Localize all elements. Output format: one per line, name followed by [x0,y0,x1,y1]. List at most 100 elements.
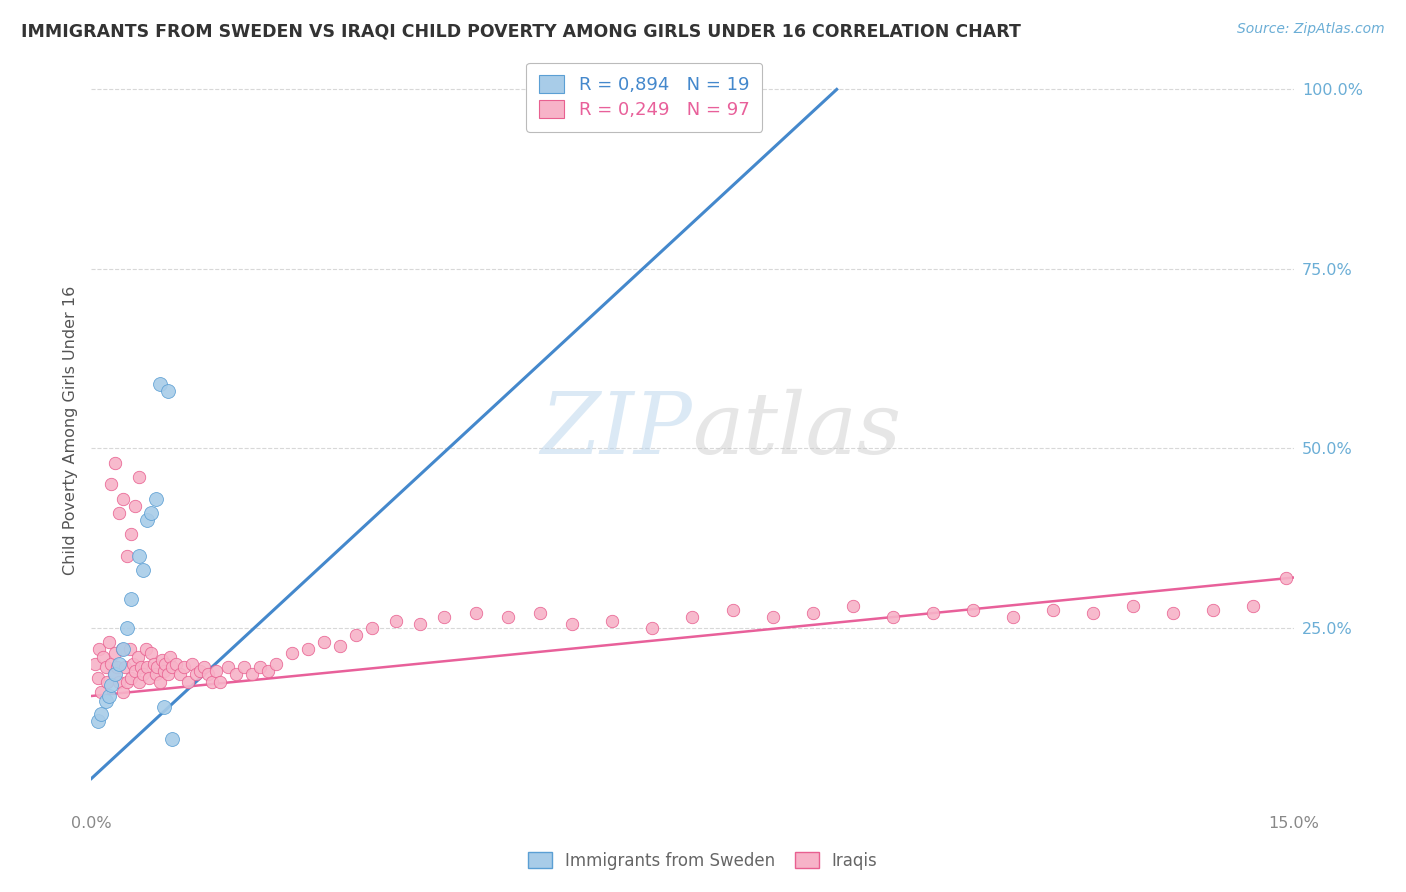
Point [1042,603,1064,617]
Point [89,642,111,657]
Point [160,660,183,674]
Point [433,610,456,624]
Point [108,506,131,520]
Point [281,646,304,660]
Point [312,635,335,649]
Point [124,664,146,678]
Point [385,614,408,628]
Point [121,527,143,541]
Point [129,660,152,674]
Point [145,667,167,681]
Point [641,621,664,635]
Point [264,657,287,671]
Point [160,732,183,747]
Point [150,653,173,667]
Point [128,470,150,484]
Point [114,660,136,674]
Point [152,699,174,714]
Point [762,610,785,624]
Point [841,599,863,614]
Point [103,667,125,681]
Text: ZIP: ZIP [540,389,692,472]
Point [117,621,139,635]
Point [135,642,157,657]
Point [1243,599,1265,614]
Point [681,610,703,624]
Point [249,660,271,674]
Text: atlas: atlas [692,389,901,472]
Point [496,610,519,624]
Point [111,642,134,657]
Point [138,671,160,685]
Point [156,667,179,681]
Legend: Immigrants from Sweden, Iraqis: Immigrants from Sweden, Iraqis [522,846,884,877]
Point [801,607,824,621]
Point [141,506,163,520]
Point [1163,607,1185,621]
Point [108,657,131,671]
Point [180,657,202,671]
Point [962,603,984,617]
Point [142,657,165,671]
Point [122,657,145,671]
Point [204,664,226,678]
Point [84,657,107,671]
Point [176,674,198,689]
Point [529,607,551,621]
Point [87,671,110,685]
Point [922,607,945,621]
Point [124,499,146,513]
Point [112,491,135,506]
Point [602,614,624,628]
Point [127,649,149,664]
Point [136,513,159,527]
Point [173,660,195,674]
Point [256,664,278,678]
Text: Source: ZipAtlas.com: Source: ZipAtlas.com [1237,22,1385,37]
Point [100,477,122,491]
Point [721,603,744,617]
Point [90,706,112,721]
Point [329,639,352,653]
Point [188,664,211,678]
Point [104,667,127,681]
Point [93,649,115,664]
Text: IMMIGRANTS FROM SWEDEN VS IRAQI CHILD POVERTY AMONG GIRLS UNDER 16 CORRELATION C: IMMIGRANTS FROM SWEDEN VS IRAQI CHILD PO… [21,22,1021,40]
Point [108,674,131,689]
Point [1274,570,1296,584]
Legend: R = 0,894   N = 19, R = 0,249   N = 97: R = 0,894 N = 19, R = 0,249 N = 97 [526,62,762,132]
Point [159,649,181,664]
Point [136,660,159,674]
Point [132,563,155,577]
Y-axis label: Child Poverty Among Girls Under 16: Child Poverty Among Girls Under 16 [62,285,77,575]
Point [112,685,135,699]
Point [98,689,121,703]
Point [1202,603,1225,617]
Point [117,549,139,563]
Point [225,667,247,681]
Point [208,674,231,689]
Point [121,671,143,685]
Point [98,635,121,649]
Point [128,549,150,563]
Point [165,657,187,671]
Point [148,376,170,391]
Point [1083,607,1105,621]
Point [156,384,179,398]
Point [104,646,127,660]
Point [148,674,170,689]
Point [1001,610,1024,624]
Point [145,491,167,506]
Point [141,646,163,660]
Point [240,667,263,681]
Point [169,667,191,681]
Point [132,667,155,681]
Point [344,628,367,642]
Point [232,660,254,674]
Point [561,617,583,632]
Point [409,617,432,632]
Point [360,621,382,635]
Point [184,667,207,681]
Point [90,685,112,699]
Point [193,660,215,674]
